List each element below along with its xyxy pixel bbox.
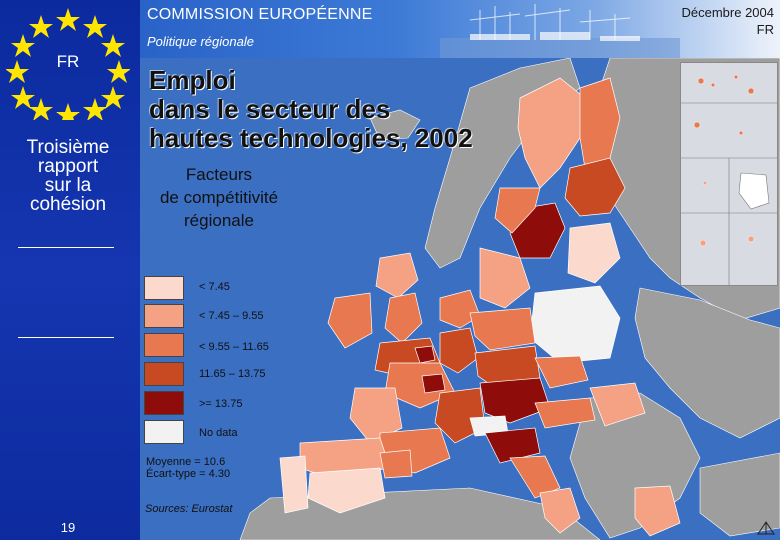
star-icon (56, 8, 80, 31)
italy-south-region (539, 487, 581, 534)
legend-label: < 9.55 – 11.65 (199, 341, 269, 353)
sweden-south-region (479, 247, 531, 309)
star-icon (101, 86, 125, 109)
sweden-mid-region (494, 187, 541, 234)
island-marker (697, 77, 705, 85)
publication-date: Décembre 2004 (681, 5, 775, 20)
legend-label: < 7.45 (199, 281, 230, 293)
london-region (414, 345, 436, 364)
turkey-region (699, 452, 780, 537)
sweden-north-region (517, 77, 586, 189)
finland-south-region (564, 157, 626, 217)
star-icon (29, 98, 53, 120)
legend-swatch (144, 276, 184, 300)
report-title-line: sur la (44, 175, 92, 196)
divider (18, 337, 114, 338)
compass-icon (757, 521, 775, 535)
map-title-line: Emploi (149, 65, 236, 95)
map-subtitle-line: Facteurs (185, 165, 253, 184)
eu-regions (279, 77, 681, 537)
date-block: Décembre 2004 FR (682, 4, 775, 38)
map-title-line: dans le secteur des (149, 94, 391, 124)
legend-label: 11.65 – 13.75 (199, 368, 266, 380)
star-icon (101, 34, 125, 57)
island-marker (699, 239, 707, 247)
island-marker (738, 130, 744, 136)
report-title-line: cohésion (29, 194, 107, 215)
star-icon (83, 15, 107, 38)
greece-region (634, 485, 681, 537)
legend-swatch (144, 362, 184, 386)
poland-region (529, 285, 621, 364)
scotland-region (375, 252, 419, 299)
italy-north-region (484, 427, 541, 464)
italy-central-region (509, 455, 561, 499)
austria-region (534, 397, 596, 429)
legend-label: < 7.45 – 9.55 (199, 310, 264, 322)
statistics: Moyenne = 10.6 Écart-type = 4.30 (146, 456, 230, 480)
guiana-region (738, 172, 770, 210)
divider (18, 247, 114, 248)
catalonia-region (379, 449, 413, 479)
mean-value: Moyenne = 10.6 (146, 456, 226, 468)
legend-label: No data (199, 427, 238, 439)
star-icon (107, 60, 130, 83)
island-marker (747, 87, 755, 95)
map-subtitle: Facteurs de compétitivité régionale (146, 163, 292, 232)
department-name: Politique régionale (147, 34, 254, 49)
language-code: FR (756, 22, 774, 37)
left-panel: FR Troisième rapport sur la cohésion 19 (0, 0, 140, 540)
sources-note: Sources: Eurostat (145, 503, 233, 515)
legend-swatch (144, 333, 184, 357)
island-marker (693, 121, 701, 129)
france-east-region (434, 387, 486, 444)
iceland-region (369, 109, 421, 141)
eu-stars-emblem (6, 8, 130, 120)
map-title-line: hautes technologies, 2002 (149, 123, 473, 153)
star-icon (29, 15, 53, 38)
hungary-region (589, 382, 646, 427)
island-marker (733, 74, 739, 80)
header-band (140, 0, 780, 58)
organization-name: COMMISSION EUROPÉENNE (147, 6, 373, 23)
benelux-region (439, 327, 479, 374)
czech-region (534, 355, 589, 389)
ireland-region (327, 292, 373, 349)
star-icon (56, 103, 80, 120)
map-title: Emploi dans le secteur des hautes techno… (149, 66, 473, 153)
germany-north-region (469, 307, 536, 351)
island-marker (710, 82, 716, 88)
legend-label: >= 13.75 (199, 398, 243, 410)
denmark-region (439, 289, 481, 329)
spain-central-region (307, 467, 386, 514)
legend-swatch (144, 420, 184, 444)
baltic-region (567, 222, 621, 284)
country-code: FR (56, 52, 80, 71)
map-subtitle-line: régionale (184, 211, 254, 230)
island-marker (702, 180, 708, 186)
star-icon (6, 60, 29, 83)
star-icon (11, 86, 35, 109)
star-icon (11, 34, 35, 57)
paris-region (421, 373, 446, 394)
report-title: Troisième rapport sur la cohésion (0, 138, 136, 214)
harbour-illustration (440, 4, 680, 58)
std-value: Écart-type = 4.30 (146, 468, 231, 480)
inset-map (681, 74, 777, 285)
island-marker (747, 235, 755, 243)
england-north-region (384, 292, 423, 344)
legend-swatch (144, 391, 184, 415)
star-icon (83, 98, 107, 120)
report-title-line: rapport (37, 156, 99, 177)
map-subtitle-line: de compétitivité (159, 188, 279, 207)
report-title-line: Troisième (26, 137, 110, 158)
portugal-region (279, 455, 309, 514)
germany-south-region (479, 377, 551, 424)
legend-swatch (144, 304, 184, 328)
eu-stars (6, 8, 130, 120)
page-number: 19 (60, 520, 76, 535)
eastern-europe-region (634, 287, 780, 439)
outermost-regions-inset (680, 62, 778, 286)
